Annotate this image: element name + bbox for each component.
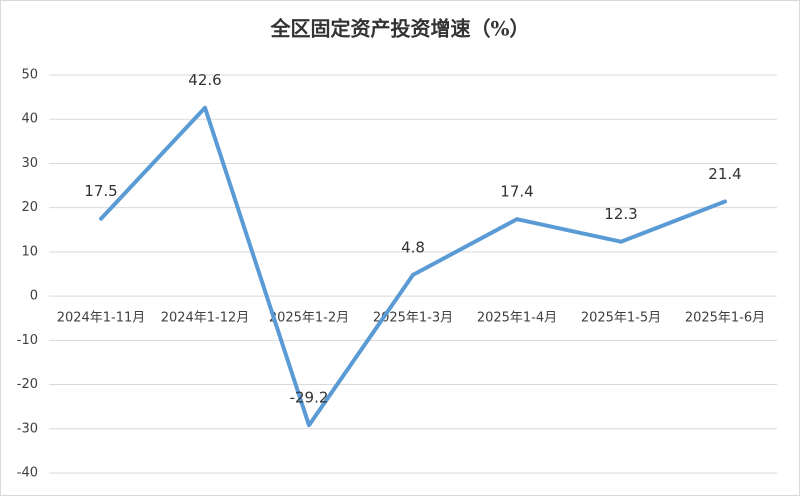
x-tick-label: 2025年1-3月 — [373, 311, 453, 326]
x-tick-label: 2024年1-11月 — [57, 311, 146, 326]
x-tick-label: 2025年1-4月 — [477, 311, 557, 326]
y-tick-label: -20 — [17, 377, 38, 392]
y-tick-label: 0 — [30, 289, 38, 304]
y-tick-label: 30 — [21, 156, 38, 171]
x-tick-label: 2025年1-5月 — [581, 311, 661, 326]
data-label: 17.4 — [500, 183, 533, 201]
y-tick-label: 10 — [21, 244, 38, 259]
y-tick-label: 20 — [21, 200, 38, 215]
x-tick-label: 2025年1-2月 — [269, 311, 349, 326]
y-tick-label: -30 — [17, 421, 38, 436]
data-label: 17.5 — [84, 182, 117, 200]
data-label: 4.8 — [401, 238, 425, 256]
data-label: 21.4 — [708, 165, 741, 183]
data-label: 12.3 — [604, 205, 637, 223]
y-tick-label: 40 — [21, 112, 38, 127]
data-label: 42.6 — [188, 71, 221, 89]
data-label: -29.2 — [290, 389, 329, 407]
line — [99, 105, 727, 428]
y-tick-label: -40 — [17, 466, 38, 481]
y-tick-label: 50 — [21, 68, 38, 83]
chart-title: 全区固定资产投资增速（%） — [269, 17, 529, 41]
x-tick-label: 2024年1-12月 — [161, 311, 250, 326]
x-tick-label: 2025年1-6月 — [685, 311, 765, 326]
y-tick-label: -10 — [17, 333, 38, 348]
